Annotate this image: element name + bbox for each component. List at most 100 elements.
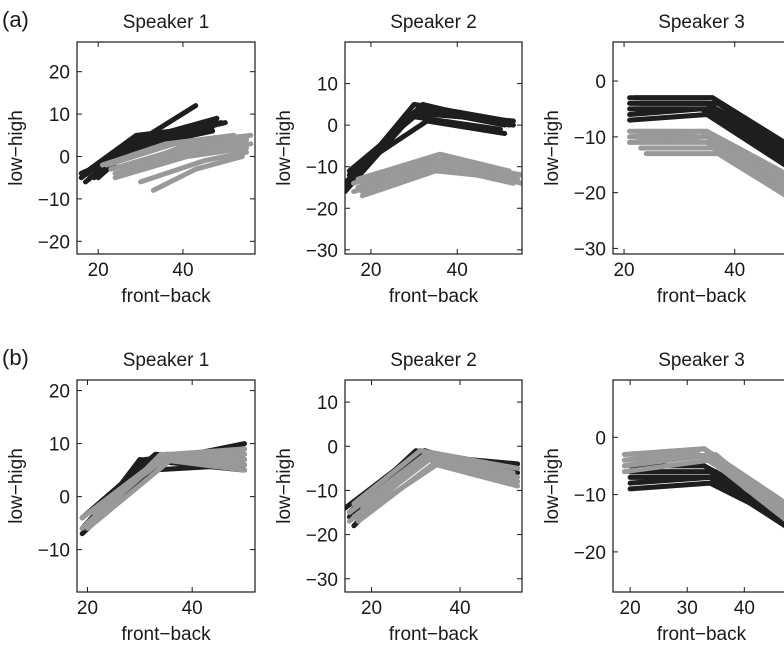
- series-gray-line-3: [360, 452, 516, 511]
- series-gray-line-4: [627, 128, 784, 181]
- chart-title: Speaker 3: [658, 350, 745, 371]
- x-tick-label: 40: [449, 598, 470, 619]
- axes-frame: [344, 41, 523, 255]
- series-black-line-7: [627, 106, 784, 162]
- x-axis-label: front−back: [121, 286, 211, 307]
- series-gray-line-5: [138, 149, 249, 185]
- y-tick-label: −10: [574, 486, 606, 507]
- y-tick-label: 20: [49, 382, 70, 403]
- series-gray-line-6: [351, 164, 516, 195]
- chart-title: Speaker 2: [390, 350, 477, 371]
- series-gray-line-9: [125, 137, 249, 172]
- y-tick-label: −20: [38, 232, 70, 253]
- y-axis-label: low−high: [274, 448, 295, 524]
- series-black-line-5: [627, 112, 784, 168]
- series-group: [621, 446, 784, 529]
- y-tick-label: −20: [306, 199, 338, 220]
- panel-a2: 20 40 −30 −20 −10 0 10 Speaker 2 front−back low−h…: [274, 12, 523, 307]
- y-tick-label: −20: [306, 526, 338, 547]
- y-tick-label: 20: [49, 63, 70, 84]
- x-axis-label: front−back: [121, 624, 211, 645]
- x-tick-label: 40: [724, 260, 745, 281]
- x-tick-label: 40: [172, 260, 193, 281]
- chart-title: Speaker 1: [123, 12, 210, 33]
- row-label-a: (a): [2, 7, 29, 32]
- series-gray-line-7: [90, 451, 247, 526]
- x-axis-label: front−back: [657, 624, 747, 645]
- panel-a3: 20 40 −30 −20 −10 0 Speaker 3 front−back low−hig…: [542, 12, 784, 307]
- x-tick-label: 20: [361, 598, 382, 619]
- y-tick-label: −10: [574, 128, 606, 149]
- x-tick-label: 20: [360, 260, 381, 281]
- y-axis-label: low−high: [542, 448, 563, 524]
- chart-panels: 20 40 −20 −10 0 10 20 Speaker 1 front−back low−hi…: [6, 12, 784, 645]
- y-tick-label: 0: [595, 72, 606, 93]
- series-gray-line-7: [99, 132, 237, 168]
- y-tick-label: 0: [595, 428, 606, 449]
- y-tick-label: −30: [306, 241, 338, 262]
- y-tick-label: −10: [38, 541, 70, 562]
- y-tick-label: 0: [327, 116, 338, 137]
- series-gray-line-5: [643, 151, 784, 198]
- x-tick-label: 40: [182, 598, 203, 619]
- series-black-line-5: [627, 469, 784, 528]
- row-label-b: (b): [2, 345, 29, 370]
- x-tick-label: 20: [77, 598, 98, 619]
- y-tick-label: 0: [59, 147, 70, 168]
- panel-b3: 20 30 40 −20 −10 0 Speaker 3 front−back low−high: [542, 350, 784, 645]
- series-group: [79, 441, 247, 537]
- chart-title: Speaker 2: [390, 12, 477, 33]
- y-tick-label: 0: [59, 488, 70, 509]
- series-gray-line-4: [351, 448, 521, 507]
- x-axis-label: front−back: [389, 286, 479, 307]
- y-tick-label: 10: [317, 393, 338, 414]
- axes-frame: [344, 379, 523, 593]
- x-tick-label: 20: [88, 260, 109, 281]
- y-axis-label: low−high: [6, 448, 27, 524]
- series-black-line-7: [346, 110, 512, 182]
- y-tick-label: 10: [49, 105, 70, 126]
- series-gray-line-6: [621, 446, 784, 506]
- panel-a1: 20 40 −20 −10 0 10 20 Speaker 1 front−back low−hi…: [6, 12, 256, 307]
- x-tick-label: 40: [734, 598, 755, 619]
- x-tick-label: 30: [677, 598, 698, 619]
- series-group: [78, 103, 254, 193]
- y-tick-label: −10: [306, 481, 338, 502]
- series-black-line-6: [355, 118, 508, 170]
- series-black-line-6: [632, 95, 784, 157]
- x-tick-label: 40: [447, 260, 468, 281]
- y-tick-label: −10: [306, 158, 338, 179]
- panel-b2: 20 40 −30 −20 −10 0 10 Speaker 2 front−back low−h…: [274, 350, 523, 645]
- series-gray-line-7: [359, 155, 521, 186]
- y-tick-label: 10: [49, 435, 70, 456]
- y-tick-label: −30: [306, 570, 338, 591]
- y-tick-label: −20: [574, 543, 606, 564]
- series-group: [345, 101, 522, 199]
- y-tick-label: 10: [317, 75, 338, 96]
- x-axis-label: front−back: [657, 286, 747, 307]
- y-axis-label: low−high: [274, 110, 295, 186]
- series-group: [345, 448, 521, 529]
- y-tick-label: −10: [38, 190, 70, 211]
- axes-frame: [612, 41, 784, 255]
- series-gray-line-6: [346, 457, 516, 524]
- y-axis-label: low−high: [542, 110, 563, 186]
- panel-b1: 20 40 −10 0 10 20 Speaker 1 front−back low−high: [6, 350, 256, 645]
- x-tick-label: 20: [613, 260, 634, 281]
- chart-title: Speaker 1: [123, 350, 210, 371]
- series-group: [627, 95, 784, 198]
- series-gray-line-0: [627, 128, 784, 176]
- axes-frame: [76, 41, 256, 255]
- x-tick-label: 20: [620, 598, 641, 619]
- x-axis-label: front−back: [389, 624, 479, 645]
- y-axis-label: low−high: [6, 110, 27, 186]
- y-tick-label: 0: [327, 437, 338, 458]
- axes-frame: [76, 379, 256, 593]
- series-gray-line-3: [638, 145, 784, 193]
- series-gray-line-3: [112, 145, 249, 181]
- axes-frame: [612, 379, 784, 593]
- series-gray-line-6: [627, 134, 784, 187]
- y-tick-label: −30: [574, 239, 606, 260]
- series-gray-line-6: [150, 154, 245, 193]
